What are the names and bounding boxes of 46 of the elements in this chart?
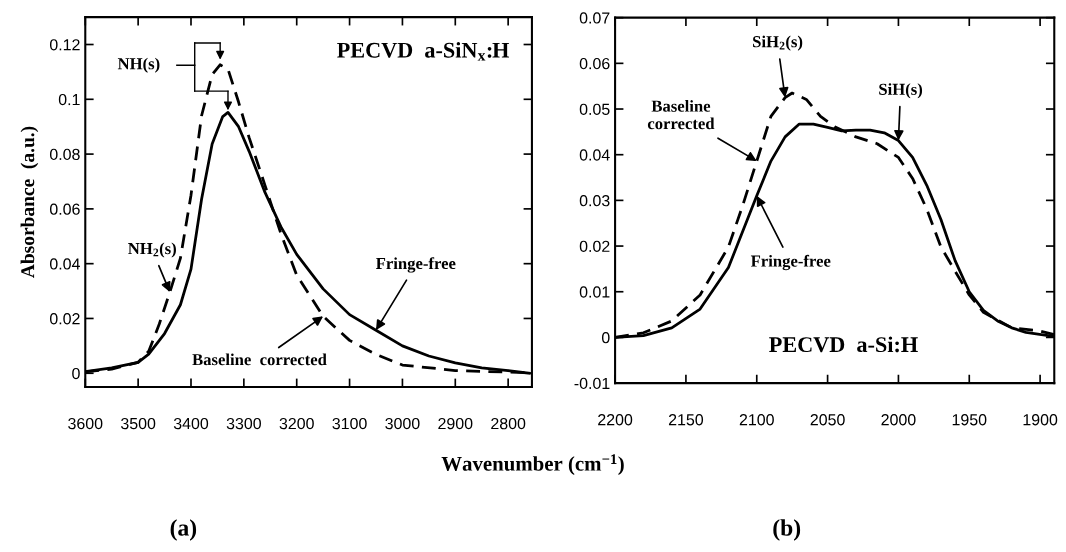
x-tick-label: 2100 — [739, 414, 774, 426]
y-tick-label: 0.1 — [58, 93, 80, 106]
y-tick-label: -0.01 — [574, 377, 610, 390]
y-tick-label: 0.06 — [579, 57, 610, 70]
y-tick-label: 0.01 — [579, 286, 610, 298]
x-tick-label: 1950 — [952, 414, 987, 426]
y-tick-label: 0.07 — [579, 12, 610, 24]
x-tick-label: 2050 — [810, 414, 845, 426]
annotation: PECVD a-Si:H — [769, 336, 918, 353]
x-tick-label: 3300 — [226, 417, 261, 430]
y-tick-label: 0 — [601, 332, 610, 344]
y-tick-label: 0.04 — [579, 149, 610, 161]
annotation: Fringe-free — [750, 254, 831, 271]
annotation: NH(s) — [117, 57, 160, 73]
annotation: PECVD a-SiN$_{x}$:H — [337, 42, 510, 61]
x-tick-label: 2200 — [598, 414, 633, 426]
x-tick-label: 2150 — [668, 414, 704, 426]
x-tick-label: 3200 — [279, 417, 314, 430]
annotation: SiH$_{2}$(s) — [753, 35, 803, 51]
text: (a) — [170, 519, 197, 541]
x-tick-label: 2800 — [491, 417, 526, 430]
x-tick-label: 2000 — [881, 414, 916, 426]
y-tick-label: 0.04 — [49, 258, 80, 270]
x-tick-label: 3500 — [120, 417, 156, 430]
x-tick-label: 3000 — [385, 417, 420, 430]
x-tick-label: 3600 — [68, 417, 103, 430]
y-tick-label: 0.12 — [49, 39, 80, 51]
y-tick-label: 0.06 — [49, 203, 80, 215]
y-tick-label: 0.02 — [49, 313, 80, 325]
annotation: NH$_{2}$(s) — [128, 242, 176, 258]
y-tick-label: 0.08 — [49, 148, 80, 161]
annotation: Baseline corrected — [647, 100, 715, 130]
annotation: SiH(s) — [879, 83, 923, 99]
x-axis-title: Wavenumber (cm$^{−1}$) — [441, 454, 624, 476]
annotation: Baseline corrected — [192, 353, 327, 366]
x-tick-label: 3100 — [332, 417, 367, 430]
y-tick-label: 0.05 — [579, 103, 610, 115]
y-tick-label: 0.02 — [579, 240, 610, 252]
x-tick-label: 2900 — [438, 417, 473, 430]
text: (b) — [773, 519, 801, 541]
x-tick-label: 1900 — [1023, 414, 1058, 426]
annotation: Fringe-free — [375, 257, 456, 273]
y-tick-label: 0 — [72, 367, 80, 380]
y-axis-title: Absorbance (a.u.) — [20, 126, 39, 278]
x-tick-label: 3400 — [173, 417, 209, 430]
y-tick-label: 0.03 — [579, 195, 610, 207]
